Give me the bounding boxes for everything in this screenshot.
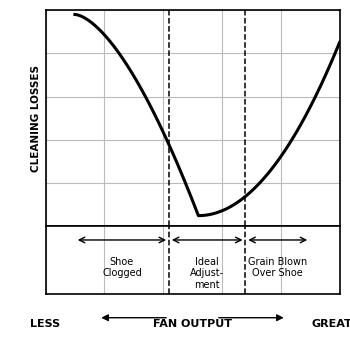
Text: Ideal
Adjust-
ment: Ideal Adjust- ment <box>190 257 224 290</box>
Text: Grain Blown
Over Shoe: Grain Blown Over Shoe <box>248 257 307 279</box>
Text: Shoe
Clogged: Shoe Clogged <box>102 257 142 279</box>
Text: GREATER: GREATER <box>311 319 350 330</box>
Text: FAN OUTPUT: FAN OUTPUT <box>153 319 232 330</box>
Y-axis label: CLEANING LOSSES: CLEANING LOSSES <box>32 65 41 172</box>
Text: LESS: LESS <box>30 319 61 330</box>
